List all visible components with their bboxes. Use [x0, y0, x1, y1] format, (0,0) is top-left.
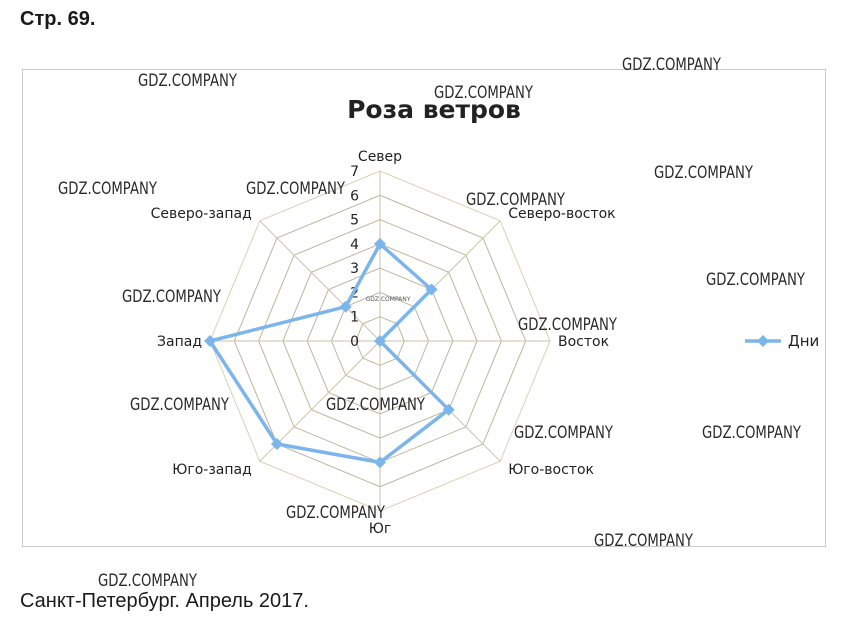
category-label: Юго-восток	[508, 462, 594, 478]
watermark-text: GDZ.COMPANY	[466, 190, 565, 210]
page-caption: Санкт-Петербург. Апрель 2017.	[20, 590, 309, 612]
grid-spoke	[259, 220, 381, 342]
category-label: Север	[358, 149, 402, 165]
watermark-text: GDZ.COMPANY	[366, 296, 411, 303]
data-point-marker	[374, 335, 386, 347]
watermark-text: GDZ.COMPANY	[58, 179, 157, 199]
radial-tick-label: 0	[350, 334, 359, 350]
watermark-layer: GDZ.COMPANY GDZ.COMPANY GDZ.COMPANY GDZ.COM…	[58, 55, 805, 591]
watermark-text: GDZ.COMPANY	[654, 163, 753, 183]
category-label: Запад	[157, 334, 202, 350]
watermark-text: GDZ.COMPANY	[326, 395, 425, 415]
watermark-text: GDZ.COMPANY	[622, 55, 721, 75]
radial-tick-label: 4	[350, 237, 359, 253]
watermark-text: GDZ.COMPANY	[246, 179, 345, 199]
radial-tick-label: 1	[350, 310, 359, 326]
category-label: Юго-запад	[172, 462, 252, 478]
page-header: Стр. 69.	[20, 8, 96, 30]
chart-frame	[22, 69, 826, 547]
watermark-text: GDZ.COMPANY	[286, 503, 385, 523]
category-label: Северо-запад	[151, 206, 252, 222]
watermark-text: GDZ.COMPANY	[138, 71, 237, 91]
legend: Дни	[745, 332, 819, 350]
series-layer	[204, 237, 455, 469]
watermark-text: GDZ.COMPANY	[518, 315, 617, 335]
data-point-marker	[204, 335, 216, 347]
watermark-text: GDZ.COMPANY	[434, 83, 533, 103]
radial-tick-label: 7	[350, 164, 359, 180]
watermark-text: GDZ.COMPANY	[702, 423, 801, 443]
watermark-text: GDZ.COMPANY	[594, 531, 693, 551]
radial-tick-label: 3	[350, 261, 359, 277]
series-line	[208, 242, 451, 465]
data-point-marker	[374, 237, 386, 250]
radial-tick-label: 6	[350, 188, 359, 204]
legend-marker	[757, 335, 769, 347]
watermark-text: GDZ.COMPANY	[98, 571, 197, 591]
watermark-text: GDZ.COMPANY	[122, 287, 221, 307]
chart-title: Роза ветров	[347, 95, 521, 124]
data-point-marker	[374, 456, 386, 469]
data-point-marker	[339, 300, 352, 313]
data-point-marker	[271, 438, 283, 450]
legend-label: Дни	[788, 332, 819, 350]
data-point-marker	[442, 403, 455, 416]
category-label: Северо-восток	[508, 206, 615, 222]
watermark-text: GDZ.COMPANY	[706, 270, 805, 290]
category-labels: Север Северо-восток Восток Юго-восток Юг Юго-…	[151, 149, 616, 537]
watermark-text: GDZ.COMPANY	[130, 395, 229, 415]
radial-tick-label: 5	[350, 213, 359, 229]
watermark-text: GDZ.COMPANY	[514, 423, 613, 443]
category-label: Восток	[558, 334, 609, 350]
category-label: Юг	[369, 521, 391, 537]
data-point-marker	[425, 283, 438, 296]
